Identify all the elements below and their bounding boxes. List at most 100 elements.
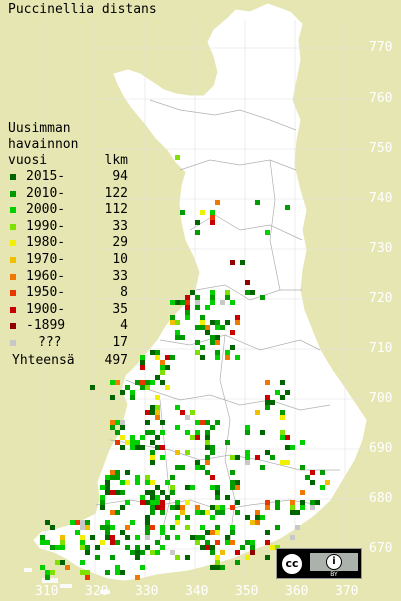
observation-square bbox=[120, 505, 125, 510]
observation-square bbox=[150, 440, 155, 445]
cc-by-license-badge: cc i BY bbox=[276, 548, 362, 579]
legend-label: 2015- bbox=[26, 169, 66, 184]
observation-square bbox=[195, 460, 200, 465]
observation-square bbox=[155, 500, 160, 505]
observation-square bbox=[110, 395, 115, 400]
observation-square bbox=[125, 470, 130, 475]
observation-square bbox=[210, 335, 215, 340]
legend-total-count: 497 bbox=[104, 352, 128, 368]
observation-square bbox=[250, 540, 255, 545]
observation-square bbox=[130, 520, 135, 525]
observation-square bbox=[255, 455, 260, 460]
observation-square bbox=[230, 330, 235, 335]
observation-square bbox=[235, 485, 240, 490]
observation-square bbox=[145, 490, 150, 495]
observation-square bbox=[175, 505, 180, 510]
observation-square bbox=[105, 480, 110, 485]
observation-square bbox=[100, 525, 105, 530]
observation-square bbox=[195, 300, 200, 305]
observation-square bbox=[145, 530, 150, 535]
observation-square bbox=[110, 425, 115, 430]
map-title: Puccinellia distans bbox=[8, 2, 157, 17]
observation-square bbox=[155, 395, 160, 400]
observation-square bbox=[230, 505, 235, 510]
observation-square bbox=[155, 445, 160, 450]
observation-square bbox=[245, 290, 250, 295]
observation-square bbox=[155, 540, 160, 545]
observation-square bbox=[135, 545, 140, 550]
observation-square bbox=[270, 455, 275, 460]
observation-square bbox=[155, 375, 160, 380]
legend-label: 1960- bbox=[26, 268, 66, 284]
observation-square bbox=[195, 510, 200, 515]
observation-square bbox=[75, 530, 80, 535]
observation-square bbox=[175, 330, 180, 335]
observation-square bbox=[195, 230, 200, 235]
observation-square bbox=[230, 300, 235, 305]
observation-square bbox=[210, 210, 215, 215]
observation-square bbox=[150, 525, 155, 530]
observation-square bbox=[205, 325, 210, 330]
observation-square bbox=[170, 490, 175, 495]
observation-square bbox=[230, 345, 235, 350]
observation-square bbox=[175, 450, 180, 455]
observation-square bbox=[120, 480, 125, 485]
observation-square bbox=[105, 570, 110, 575]
observation-square bbox=[105, 475, 110, 480]
observation-square bbox=[290, 500, 295, 505]
observation-square bbox=[265, 555, 270, 560]
observation-square bbox=[290, 445, 295, 450]
observation-square bbox=[255, 515, 260, 520]
legend: Uusimman havainnon vuosi lkm 2015- 94 2010… bbox=[8, 121, 128, 369]
legend-heading-2: havainnon bbox=[8, 137, 79, 152]
observation-square bbox=[135, 440, 140, 445]
observation-square bbox=[120, 435, 125, 440]
observation-square bbox=[235, 315, 240, 320]
legend-count: 4 bbox=[120, 318, 128, 334]
observation-square bbox=[100, 500, 105, 505]
observation-square bbox=[120, 445, 125, 450]
observation-square bbox=[245, 540, 250, 545]
observation-square bbox=[285, 205, 290, 210]
observation-square bbox=[155, 435, 160, 440]
observation-square bbox=[275, 500, 280, 505]
observation-square bbox=[210, 290, 215, 295]
observation-square bbox=[185, 295, 190, 300]
observation-square bbox=[200, 325, 205, 330]
observation-square bbox=[105, 535, 110, 540]
observation-square bbox=[185, 430, 190, 435]
observation-square bbox=[160, 525, 165, 530]
observation-square bbox=[80, 525, 85, 530]
observation-square bbox=[140, 565, 145, 570]
observation-square bbox=[160, 365, 165, 370]
observation-square bbox=[215, 540, 220, 545]
observation-square bbox=[295, 525, 300, 530]
observation-square bbox=[230, 480, 235, 485]
legend-total-label: Yhteensä bbox=[12, 352, 75, 368]
observation-square bbox=[160, 530, 165, 535]
observation-square bbox=[130, 440, 135, 445]
observation-square bbox=[170, 315, 175, 320]
observation-square bbox=[175, 335, 180, 340]
observation-square bbox=[310, 470, 315, 475]
observation-square bbox=[205, 440, 210, 445]
legend-item: 2000- 112 bbox=[8, 202, 128, 219]
observation-square bbox=[210, 295, 215, 300]
observation-square bbox=[300, 505, 305, 510]
observation-square bbox=[115, 570, 120, 575]
observation-square bbox=[160, 505, 165, 510]
license-by-label: BY bbox=[310, 571, 358, 578]
observation-square bbox=[260, 295, 265, 300]
observation-square bbox=[210, 300, 215, 305]
observation-square bbox=[160, 510, 165, 515]
observation-square bbox=[125, 535, 130, 540]
observation-square bbox=[230, 530, 235, 535]
observation-square bbox=[265, 505, 270, 510]
legend-count: 112 bbox=[104, 202, 128, 218]
observation-square bbox=[200, 535, 205, 540]
legend-item: 1950- 8 bbox=[8, 285, 128, 302]
observation-square bbox=[185, 500, 190, 505]
observation-square bbox=[80, 560, 85, 565]
observation-square bbox=[140, 365, 145, 370]
observation-square bbox=[215, 320, 220, 325]
